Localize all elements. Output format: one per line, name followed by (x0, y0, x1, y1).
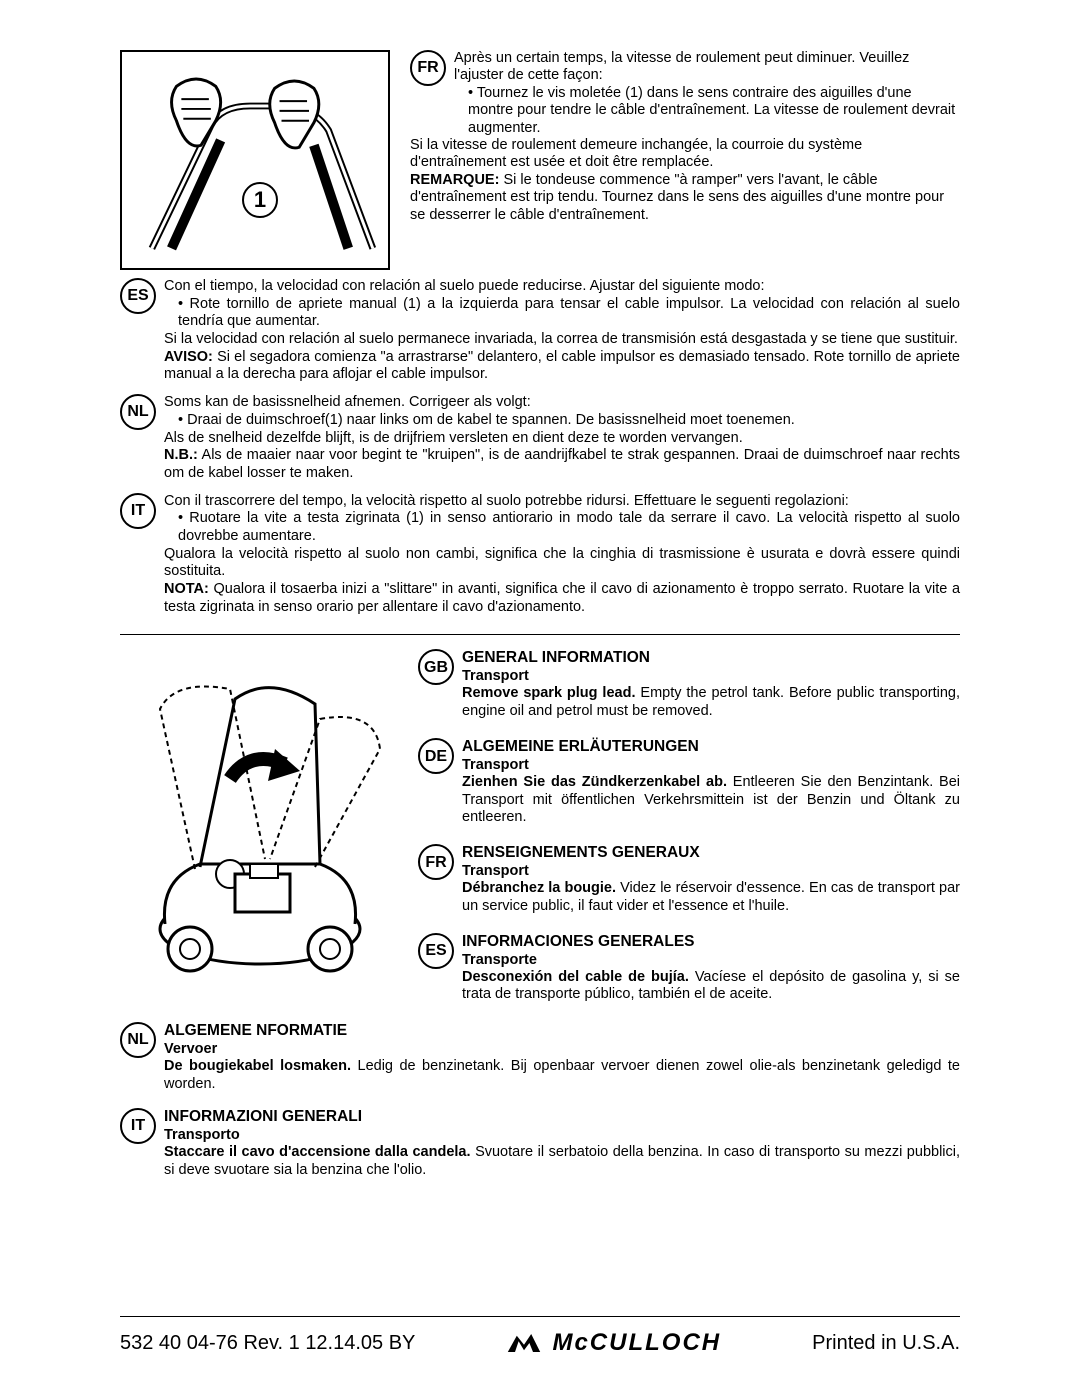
transport-section: GB GENERAL INFORMATION Transport Remove … (120, 649, 960, 1021)
footer: 532 40 04-76 Rev. 1 12.14.05 BY McCULLOC… (120, 1316, 960, 1357)
mower-fold-icon (120, 649, 400, 989)
fr-speed-block: FR Après un certain temps, la vitesse de… (410, 50, 960, 270)
nl-bullet: Draai de duimschroef(1) naar links om de… (178, 412, 960, 430)
handle-diagram-icon (122, 52, 388, 268)
fr-intro: Après un certain temps, la vitesse de ro… (454, 50, 909, 83)
es-sub: Transporte (462, 952, 960, 969)
nl-intro: Soms kan de basissnelheid afnemen. Corri… (164, 394, 531, 410)
lang-badge-nl: NL (120, 394, 156, 430)
es-lead: Desconexión del cable de bujía. (462, 969, 689, 985)
lang-badge-es: ES (120, 278, 156, 314)
lang-badge-fr2: FR (418, 844, 454, 880)
it-note-label: NOTA: (164, 581, 209, 597)
de-lead: Zienhen Sie das Zündkerzenkabel ab. (462, 774, 727, 790)
lang-badge-it2: IT (120, 1108, 156, 1144)
fr-bullet: Tournez le vis moletée (1) dans le sens … (468, 85, 960, 137)
brand-mark-icon (506, 1331, 542, 1355)
fr-p2: Si la vitesse de roulement demeure incha… (410, 137, 960, 172)
nl-p2: Als de snelheid dezelfde blijft, is de d… (164, 430, 960, 448)
fr-info: FR RENSEIGNEMENTS GENERAUX Transport Déb… (418, 844, 960, 915)
es-note-label: AVISO: (164, 349, 213, 365)
es-intro: Con el tiempo, la velocidad con relación… (164, 278, 765, 294)
footer-right: Printed in U.S.A. (812, 1332, 960, 1355)
handle-illustration: 1 (120, 50, 390, 270)
speed-adjust-section: 1 FR Après un certain temps, la vitesse … (120, 50, 960, 270)
it-info: IT INFORMAZIONI GENERALI Transporto Stac… (120, 1108, 960, 1180)
nl-title: ALGEMENE NFORMATIE (164, 1022, 347, 1041)
footer-left: 532 40 04-76 Rev. 1 12.14.05 BY (120, 1332, 415, 1355)
de-sub: Transport (462, 757, 960, 774)
lang-badge-es2: ES (418, 933, 454, 969)
fold-illustration (120, 649, 400, 989)
it-speed-block: IT Con il trascorrere del tempo, la velo… (120, 493, 960, 617)
fr-lead: Débranchez la bougie. (462, 880, 616, 896)
it-note: Qualora il tosaerba inizi a "slittare" i… (164, 581, 960, 615)
callout-number: 1 (242, 182, 278, 218)
nl-sub: Vervoer (164, 1041, 347, 1059)
it-lead: Staccare il cavo d'accensione dalla cand… (164, 1144, 471, 1160)
it-intro: Con il trascorrere del tempo, la velocit… (164, 493, 849, 509)
brand-text: McCULLOCH (552, 1329, 721, 1357)
es-bullet: Rote tornillo de apriete manual (1) a la… (178, 296, 960, 331)
es-note: Si el segadora comienza "a arrastrarse" … (164, 349, 960, 383)
it-p2: Qualora la velocità rispetto al suolo no… (164, 546, 960, 581)
fr-note-label: REMARQUE: (410, 172, 499, 188)
it-bullet: Ruotare la vite a testa zigrinata (1) in… (178, 510, 960, 545)
fr-sub: Transport (462, 863, 960, 880)
nl-note-label: N.B.: (164, 447, 198, 463)
lang-badge-gb: GB (418, 649, 454, 685)
gb-sub: Transport (462, 668, 960, 685)
gb-title: GENERAL INFORMATION (462, 649, 960, 668)
es-title: INFORMACIONES GENERALES (462, 933, 960, 952)
nl-speed-block: NL Soms kan de basissnelheid afnemen. Co… (120, 394, 960, 482)
de-title: ALGEMEINE ERLÄUTERUNGEN (462, 738, 960, 757)
divider (120, 634, 960, 635)
es-speed-block: ES Con el tiempo, la velocidad con relac… (120, 278, 960, 384)
nl-info: NL ALGEMENE NFORMATIE Vervoer De bougiek… (120, 1022, 960, 1094)
info-column: GB GENERAL INFORMATION Transport Remove … (418, 649, 960, 1021)
es-info: ES INFORMACIONES GENERALES Transporte De… (418, 933, 960, 1004)
gb-lead: Remove spark plug lead. (462, 685, 635, 701)
fr-title: RENSEIGNEMENTS GENERAUX (462, 844, 960, 863)
lang-badge-nl2: NL (120, 1022, 156, 1058)
it-title: INFORMAZIONI GENERALI (164, 1108, 362, 1127)
nl-note: Als de maaier naar voor begint te "kruip… (164, 447, 960, 481)
it-sub: Transporto (164, 1127, 362, 1145)
gb-info: GB GENERAL INFORMATION Transport Remove … (418, 649, 960, 720)
de-info: DE ALGEMEINE ERLÄUTERUNGEN Transport Zie… (418, 738, 960, 826)
es-p2: Si la velocidad con relación al suelo pe… (164, 331, 960, 349)
lang-badge-it: IT (120, 493, 156, 529)
brand-logo: McCULLOCH (506, 1329, 721, 1357)
lang-badge-fr: FR (410, 50, 446, 86)
nl-lead: De bougiekabel losmaken. (164, 1058, 351, 1074)
lang-badge-de: DE (418, 738, 454, 774)
